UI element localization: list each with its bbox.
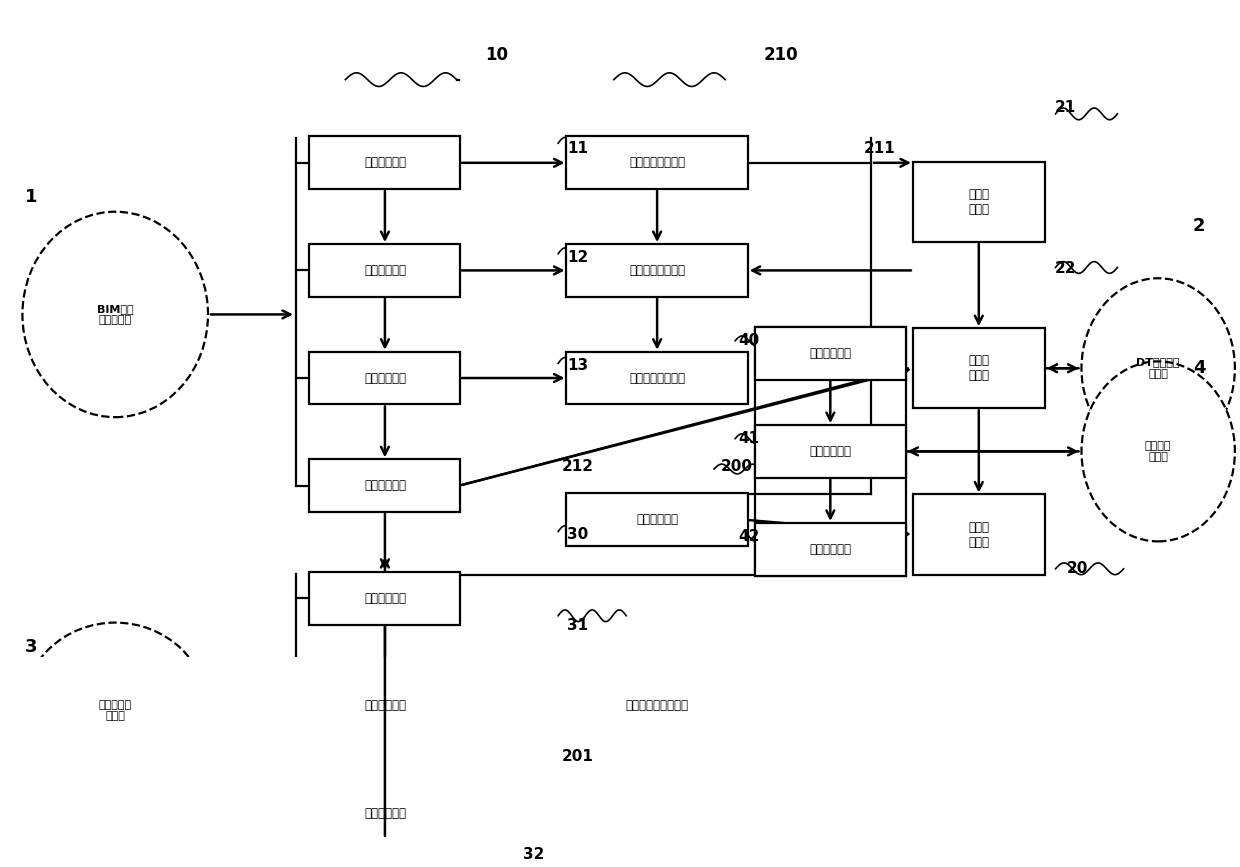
FancyBboxPatch shape bbox=[567, 680, 748, 732]
Text: BIM建模
服务子系统: BIM建模 服务子系统 bbox=[97, 303, 134, 325]
Text: 数据融合模块: 数据融合模块 bbox=[363, 700, 405, 713]
Text: 40: 40 bbox=[738, 333, 759, 349]
Text: 11: 11 bbox=[568, 140, 589, 156]
Text: 22: 22 bbox=[1055, 261, 1076, 276]
Text: 211: 211 bbox=[864, 140, 895, 156]
Text: 41: 41 bbox=[738, 431, 759, 447]
Text: 动态模拟模块: 动态模拟模块 bbox=[363, 372, 405, 385]
FancyBboxPatch shape bbox=[913, 328, 1045, 408]
FancyBboxPatch shape bbox=[310, 136, 460, 189]
FancyBboxPatch shape bbox=[567, 352, 748, 404]
Text: 多维模型映射单元: 多维模型映射单元 bbox=[629, 372, 686, 385]
Text: 4: 4 bbox=[1193, 359, 1205, 377]
Text: 车间服
务模块: 车间服 务模块 bbox=[968, 355, 990, 382]
Text: 212: 212 bbox=[562, 459, 594, 473]
Text: 200: 200 bbox=[720, 459, 753, 473]
Text: 10: 10 bbox=[485, 46, 507, 64]
FancyBboxPatch shape bbox=[310, 352, 460, 404]
FancyBboxPatch shape bbox=[913, 494, 1045, 575]
Text: 数据通信与转换单元: 数据通信与转换单元 bbox=[626, 700, 688, 713]
FancyBboxPatch shape bbox=[755, 523, 905, 576]
Text: 跟踪定位
子系统: 跟踪定位 子系统 bbox=[1145, 440, 1172, 462]
Text: 13: 13 bbox=[568, 358, 589, 373]
Ellipse shape bbox=[22, 623, 208, 799]
Text: 12: 12 bbox=[568, 251, 589, 265]
FancyBboxPatch shape bbox=[755, 327, 905, 380]
Text: 标签生成模块: 标签生成模块 bbox=[810, 445, 852, 458]
FancyBboxPatch shape bbox=[567, 244, 748, 297]
FancyBboxPatch shape bbox=[567, 493, 748, 546]
Text: 210: 210 bbox=[764, 46, 799, 64]
Text: 1: 1 bbox=[25, 188, 37, 206]
Text: DT生产管理
子系统: DT生产管理 子系统 bbox=[1136, 357, 1180, 379]
FancyBboxPatch shape bbox=[567, 136, 748, 189]
FancyBboxPatch shape bbox=[913, 162, 1045, 242]
Ellipse shape bbox=[1081, 362, 1235, 541]
FancyBboxPatch shape bbox=[310, 460, 460, 512]
FancyBboxPatch shape bbox=[310, 680, 460, 732]
Text: 42: 42 bbox=[738, 529, 759, 544]
FancyBboxPatch shape bbox=[755, 327, 905, 576]
Text: 20: 20 bbox=[1068, 561, 1089, 577]
Text: 信息编码模块: 信息编码模块 bbox=[810, 347, 852, 360]
Text: 虚拟车
间模块: 虚拟车 间模块 bbox=[968, 188, 990, 216]
Text: 数据接入模块: 数据接入模块 bbox=[363, 591, 405, 604]
FancyBboxPatch shape bbox=[310, 244, 460, 297]
Text: 3: 3 bbox=[25, 638, 37, 656]
FancyBboxPatch shape bbox=[310, 571, 460, 624]
Text: 构件建模模块: 构件建模模块 bbox=[363, 156, 405, 169]
Text: 多维模型构建单元: 多维模型构建单元 bbox=[629, 156, 686, 169]
Text: 31: 31 bbox=[568, 618, 589, 633]
Text: 32: 32 bbox=[523, 847, 544, 862]
Text: 多维模型验证单元: 多维模型验证单元 bbox=[629, 264, 686, 277]
Ellipse shape bbox=[1081, 278, 1235, 459]
Text: 大数据联合
子系统: 大数据联合 子系统 bbox=[99, 700, 131, 721]
Text: 数据统计模块: 数据统计模块 bbox=[363, 807, 405, 820]
Text: 2: 2 bbox=[1193, 218, 1205, 236]
Ellipse shape bbox=[22, 212, 208, 417]
Text: 201: 201 bbox=[562, 749, 594, 764]
Text: 物理车
间模块: 物理车 间模块 bbox=[968, 520, 990, 549]
Text: 模型输出模块: 模型输出模块 bbox=[363, 479, 405, 492]
Text: 物理车间单元: 物理车间单元 bbox=[636, 513, 678, 526]
FancyBboxPatch shape bbox=[755, 425, 905, 478]
Text: 21: 21 bbox=[1055, 100, 1076, 114]
Text: 信息追踪模块: 信息追踪模块 bbox=[810, 543, 852, 556]
Text: 30: 30 bbox=[568, 527, 589, 542]
Text: 优化调整模块: 优化调整模块 bbox=[363, 264, 405, 277]
FancyBboxPatch shape bbox=[310, 787, 460, 840]
